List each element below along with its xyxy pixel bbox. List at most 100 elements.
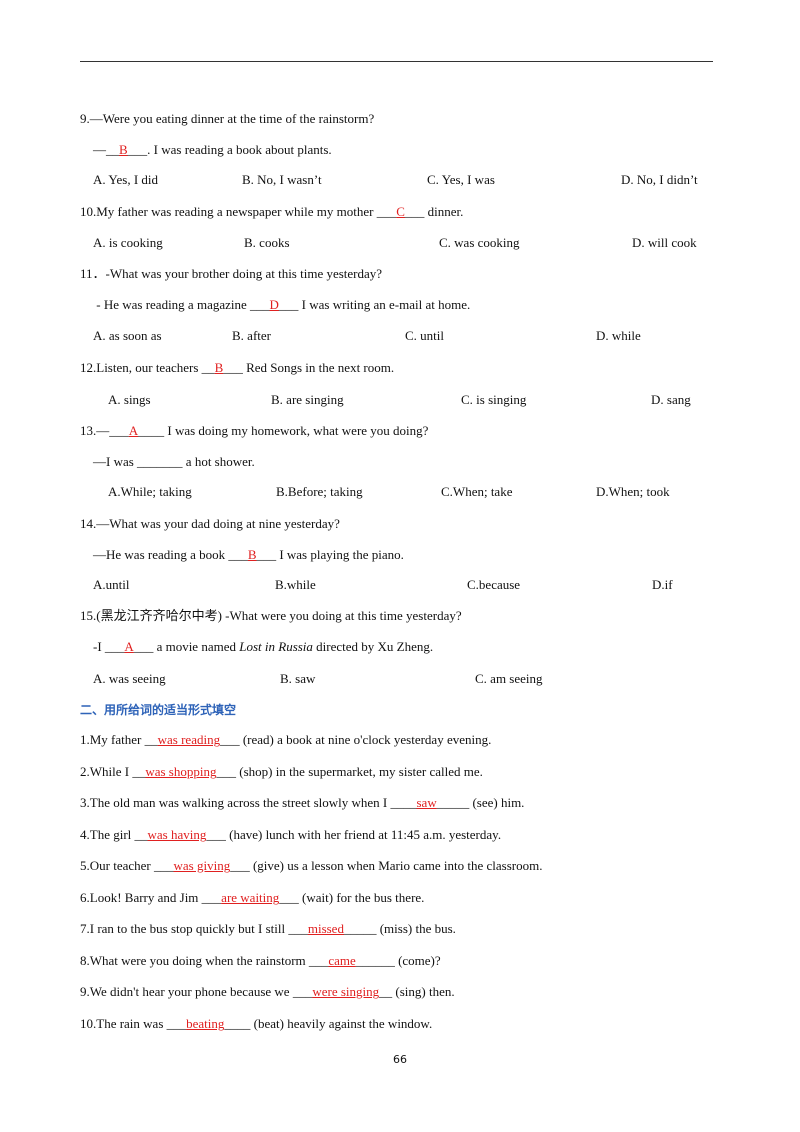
text: 2.While I __	[80, 763, 146, 779]
option: A. Yes, I did	[93, 172, 159, 187]
option: D. No, I didn’t	[621, 172, 698, 187]
text: 4.The girl __	[80, 826, 148, 842]
text: 15.(黑龙江齐齐哈尔中考) -What were you doing at t…	[80, 608, 462, 623]
text-line: 12.Listen, our teachers __B___ Red Songs…	[80, 360, 394, 376]
text: ___ a movie named	[133, 639, 240, 654]
text-line: -I ___A___ a movie named Lost in Russia …	[93, 639, 433, 655]
text-line: 10.The rain was ___beating____ (beat) he…	[80, 1016, 432, 1032]
text-line: 3.The old man was walking across the str…	[80, 795, 524, 811]
text-line: 4.The girl __was having___ (have) lunch …	[80, 827, 501, 843]
text: ____ (beat) heavily against the window.	[224, 1015, 433, 1031]
page-number: 66	[393, 1053, 407, 1066]
text-line: 8.What were you doing when the rainstorm…	[80, 953, 441, 969]
text-line: 11．-What was your brother doing at this …	[80, 266, 382, 282]
text: 14.—What was your dad doing at nine yest…	[80, 516, 340, 531]
text-line: 5.Our teacher ___was giving___ (give) us…	[80, 858, 543, 874]
answer: beating	[186, 1015, 225, 1031]
text-line: 2.While I __was shopping___ (shop) in th…	[80, 764, 483, 780]
text: ___. I was reading a book about plants.	[127, 142, 332, 157]
option: A. as soon as	[93, 328, 162, 343]
answer: saw	[416, 795, 437, 810]
text: 9.We didn't hear your phone because we _…	[80, 984, 313, 999]
answer: C	[396, 204, 405, 219]
section-title: 二、用所给词的适当形式填空	[80, 703, 237, 717]
text: 11．-What was your brother doing at this …	[80, 266, 383, 281]
answer: was reading	[157, 732, 221, 747]
text: 1.My father __	[80, 732, 158, 747]
answer: was shopping	[145, 763, 217, 779]
text: ___ (give) us a lesson when Mario came i…	[230, 858, 543, 873]
option: D. will cook	[632, 235, 697, 250]
text: 7.I ran to the bus stop quickly but I st…	[80, 921, 308, 936]
text: —He was reading a book ___	[93, 547, 248, 562]
answer: B	[214, 360, 224, 375]
option: A. was seeing	[93, 671, 166, 686]
answer: are waiting	[221, 889, 280, 905]
text: -I ___	[93, 639, 125, 654]
text-line: 9.—Were you eating dinner at the time of…	[80, 111, 374, 127]
text: 10.The rain was ___	[80, 1015, 187, 1031]
text-line: —He was reading a book ___B___ I was pla…	[93, 547, 404, 563]
text: directed by Xu Zheng.	[312, 639, 434, 654]
text: - He was reading a magazine ___	[93, 297, 270, 312]
text-line: 10.My father was reading a newspaper whi…	[80, 204, 463, 220]
text-line: —I was _______ a hot shower.	[93, 454, 255, 470]
text: ______ (come)?	[355, 952, 441, 968]
option: B.while	[275, 577, 316, 592]
answer: came	[328, 952, 356, 968]
answer: B	[247, 547, 257, 562]
text: —I was _______ a hot shower.	[93, 454, 255, 469]
text: ___ (shop) in the supermarket, my sister…	[216, 763, 483, 779]
answer: was having	[147, 826, 207, 842]
answer: A	[124, 639, 134, 654]
text: _____ (see) him.	[436, 795, 525, 810]
text: ____ I was doing my homework, what were …	[138, 423, 429, 438]
text: 3.The old man was walking across the str…	[80, 795, 417, 810]
option: A.until	[93, 577, 130, 592]
option: D.if	[652, 577, 673, 592]
option: D. while	[596, 328, 641, 343]
answer: D	[269, 297, 279, 312]
text-line: 14.—What was your dad doing at nine yest…	[80, 516, 340, 532]
text: ___ dinner.	[404, 204, 464, 219]
answer: A	[128, 423, 139, 438]
option: B. after	[232, 328, 271, 343]
text: Lost in Russia	[239, 639, 313, 654]
text-line: 1.My father __was reading___ (read) a bo…	[80, 732, 491, 748]
option: B. are singing	[271, 392, 344, 407]
option: C.because	[467, 577, 521, 592]
text: 12.Listen, our teachers __	[80, 360, 215, 375]
text: 13.—___	[80, 423, 129, 438]
header-rule	[80, 61, 713, 62]
option: D. sang	[651, 392, 691, 407]
option: D.When; took	[596, 484, 670, 499]
text: 10.My father was reading a newspaper whi…	[80, 204, 397, 219]
answer: were singing	[312, 984, 380, 999]
text: 9.—Were you eating dinner at the time of…	[80, 111, 375, 126]
text-line: - He was reading a magazine ___D___ I wa…	[93, 297, 470, 313]
answer: missed	[307, 921, 344, 936]
option: A.While; taking	[108, 484, 192, 499]
text: _____ (miss) the bus.	[343, 921, 456, 936]
option: C. was cooking	[439, 235, 520, 250]
text: ___ Red Songs in the next room.	[223, 360, 395, 375]
text: ___ (wait) for the bus there.	[279, 889, 425, 905]
text: ___ (read) a book at nine o'clock yester…	[220, 732, 492, 747]
text: 8.What were you doing when the rainstorm…	[80, 952, 329, 968]
text: 6.Look! Barry and Jim ___	[80, 889, 222, 905]
text-line: 13.—___A____ I was doing my homework, wh…	[80, 423, 428, 439]
text: ___ I was writing an e-mail at home.	[278, 297, 471, 312]
text-line: —__B___. I was reading a book about plan…	[93, 142, 332, 158]
text: —__	[93, 142, 119, 157]
option: B. saw	[280, 671, 316, 686]
text-line: 7.I ran to the bus stop quickly but I st…	[80, 921, 456, 937]
option: C. is singing	[461, 392, 527, 407]
text: 5.Our teacher ___	[80, 858, 174, 873]
option: B.Before; taking	[276, 484, 363, 499]
option: B. No, I wasn’t	[242, 172, 322, 187]
answer: B	[119, 142, 128, 157]
text-line: 15.(黑龙江齐齐哈尔中考) -What were you doing at t…	[80, 608, 462, 624]
text-line: 6.Look! Barry and Jim ___are waiting___ …	[80, 890, 424, 906]
text: ___ I was playing the piano.	[256, 547, 404, 562]
